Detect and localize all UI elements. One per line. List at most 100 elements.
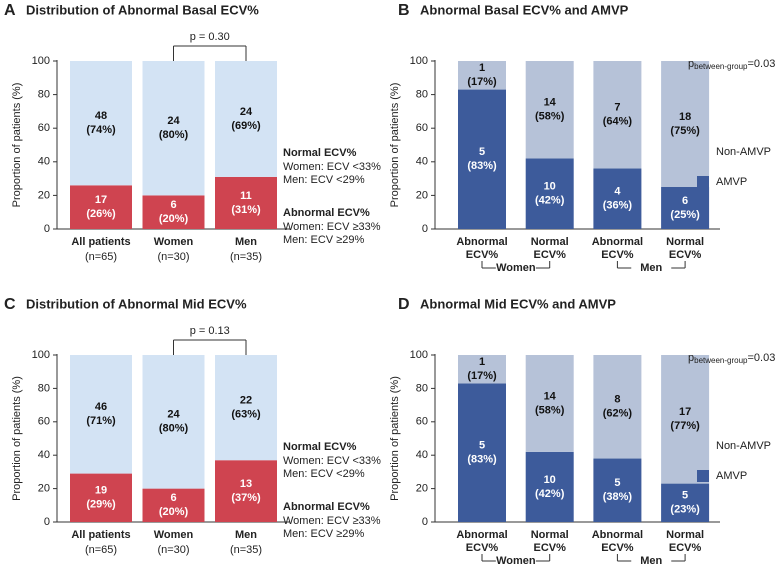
y-tick-label: 20 bbox=[38, 189, 50, 201]
bar-segment bbox=[458, 89, 506, 229]
panel-label: C bbox=[4, 296, 16, 313]
y-tick-label: 40 bbox=[38, 156, 50, 168]
value-label: (64%) bbox=[603, 116, 633, 128]
bar-segment bbox=[142, 488, 205, 522]
panel-label: D bbox=[398, 296, 410, 313]
y-tick-label: 0 bbox=[44, 516, 50, 528]
bar-segment bbox=[661, 187, 710, 229]
x-tick-label: ECV% bbox=[669, 542, 702, 554]
bar-segment bbox=[525, 355, 574, 452]
value-label: (83%) bbox=[467, 160, 497, 172]
count-label: 5 bbox=[479, 146, 485, 158]
bar-segment bbox=[458, 355, 506, 384]
y-tick-label: 40 bbox=[416, 449, 428, 461]
value-label: (62%) bbox=[603, 408, 633, 420]
count-label: 1 bbox=[479, 356, 485, 368]
bar-segment bbox=[215, 176, 277, 229]
x-tick-label: ECV% bbox=[533, 542, 566, 554]
legend-detail: Men: ECV <29% bbox=[283, 174, 365, 186]
value-label: (58%) bbox=[535, 111, 565, 123]
bar-segment bbox=[70, 61, 132, 186]
legend-swatch bbox=[265, 207, 277, 219]
bar-segment bbox=[458, 61, 506, 90]
value-label: (69%) bbox=[231, 120, 261, 132]
y-tick-label: 0 bbox=[44, 223, 50, 235]
p-symbol: p bbox=[688, 352, 694, 364]
y-tick-label: 80 bbox=[38, 382, 50, 394]
legend-label: Abnormal ECV% bbox=[283, 207, 370, 219]
legend-detail: Women: ECV <33% bbox=[283, 455, 381, 467]
y-tick-label: 80 bbox=[416, 382, 428, 394]
count-label: 14 bbox=[544, 97, 557, 109]
p-value: pbetween-group=0.03 bbox=[688, 352, 775, 365]
bar-segment bbox=[525, 61, 574, 159]
bar-segment bbox=[142, 195, 205, 229]
x-tick-label: Abnormal bbox=[592, 236, 643, 248]
value-label: (17%) bbox=[467, 76, 497, 88]
bar-segment bbox=[661, 483, 710, 522]
legend-swatch bbox=[697, 146, 709, 158]
legend-detail: Women: ECV ≥33% bbox=[283, 515, 381, 527]
value-label: (20%) bbox=[159, 506, 189, 518]
panel-label: B bbox=[398, 2, 410, 19]
legend-swatch bbox=[697, 176, 709, 188]
bar-segment bbox=[593, 61, 642, 169]
count-label: 5 bbox=[682, 490, 688, 502]
y-axis-label: Proportion of patients (%) bbox=[389, 83, 401, 208]
count-label: 46 bbox=[95, 401, 107, 413]
count-label: 6 bbox=[170, 492, 176, 504]
y-tick-label: 60 bbox=[38, 416, 50, 428]
count-label: 10 bbox=[544, 181, 556, 193]
value-label: (23%) bbox=[670, 504, 700, 516]
y-tick-label: 20 bbox=[416, 189, 428, 201]
value-label: (25%) bbox=[670, 209, 700, 221]
count-label: 7 bbox=[614, 102, 620, 114]
x-tick-label: ECV% bbox=[466, 542, 499, 554]
y-tick-label: 100 bbox=[410, 349, 428, 361]
count-label: 11 bbox=[240, 190, 252, 202]
legend-label: Normal ECV% bbox=[283, 441, 357, 453]
group-label: Women bbox=[496, 555, 536, 567]
legend-label: AMVP bbox=[716, 470, 747, 482]
x-tick-label: Normal bbox=[666, 236, 704, 248]
panel-title: Distribution of Abnormal Basal ECV% bbox=[26, 2, 259, 17]
y-tick-label: 100 bbox=[32, 349, 50, 361]
legend-detail: Men: ECV <29% bbox=[283, 468, 365, 480]
y-axis-label: Proportion of patients (%) bbox=[389, 376, 401, 501]
bar-segment bbox=[70, 473, 132, 522]
count-label: 17 bbox=[95, 194, 107, 206]
value-label: (36%) bbox=[603, 200, 633, 212]
group-label: Women bbox=[496, 262, 536, 274]
count-label: 8 bbox=[614, 394, 620, 406]
count-label: 17 bbox=[679, 406, 691, 418]
x-tick-label: Normal bbox=[666, 529, 704, 541]
value-label: (31%) bbox=[231, 204, 261, 216]
bar-segment bbox=[142, 61, 205, 196]
x-tick-label: ECV% bbox=[669, 249, 702, 261]
value-label: (75%) bbox=[670, 125, 700, 137]
legend-label: Normal ECV% bbox=[283, 147, 357, 159]
p-value: p = 0.13 bbox=[190, 325, 230, 337]
x-tick-note: (n=65) bbox=[85, 544, 117, 556]
bar-segment bbox=[661, 61, 710, 187]
x-tick-label: Abnormal bbox=[456, 236, 507, 248]
bar-segment bbox=[593, 168, 642, 229]
value-label: (38%) bbox=[603, 491, 633, 503]
legend-swatch bbox=[697, 440, 709, 452]
y-tick-label: 0 bbox=[422, 223, 428, 235]
count-label: 22 bbox=[240, 395, 252, 407]
bar-segment bbox=[70, 185, 132, 229]
y-axis-label: Proportion of patients (%) bbox=[11, 376, 23, 501]
bar-segment bbox=[458, 383, 506, 522]
y-tick-label: 100 bbox=[32, 55, 50, 67]
count-label: 10 bbox=[544, 474, 556, 486]
legend-swatch bbox=[697, 470, 709, 482]
y-tick-label: 80 bbox=[416, 89, 428, 101]
x-tick-label: Men bbox=[235, 529, 257, 541]
p-value: p = 0.30 bbox=[190, 31, 230, 43]
bar-segment bbox=[525, 158, 574, 229]
value-label: (29%) bbox=[86, 499, 116, 511]
count-label: 6 bbox=[170, 199, 176, 211]
y-axis-label: Proportion of patients (%) bbox=[11, 83, 23, 208]
x-tick-label: Abnormal bbox=[456, 529, 507, 541]
